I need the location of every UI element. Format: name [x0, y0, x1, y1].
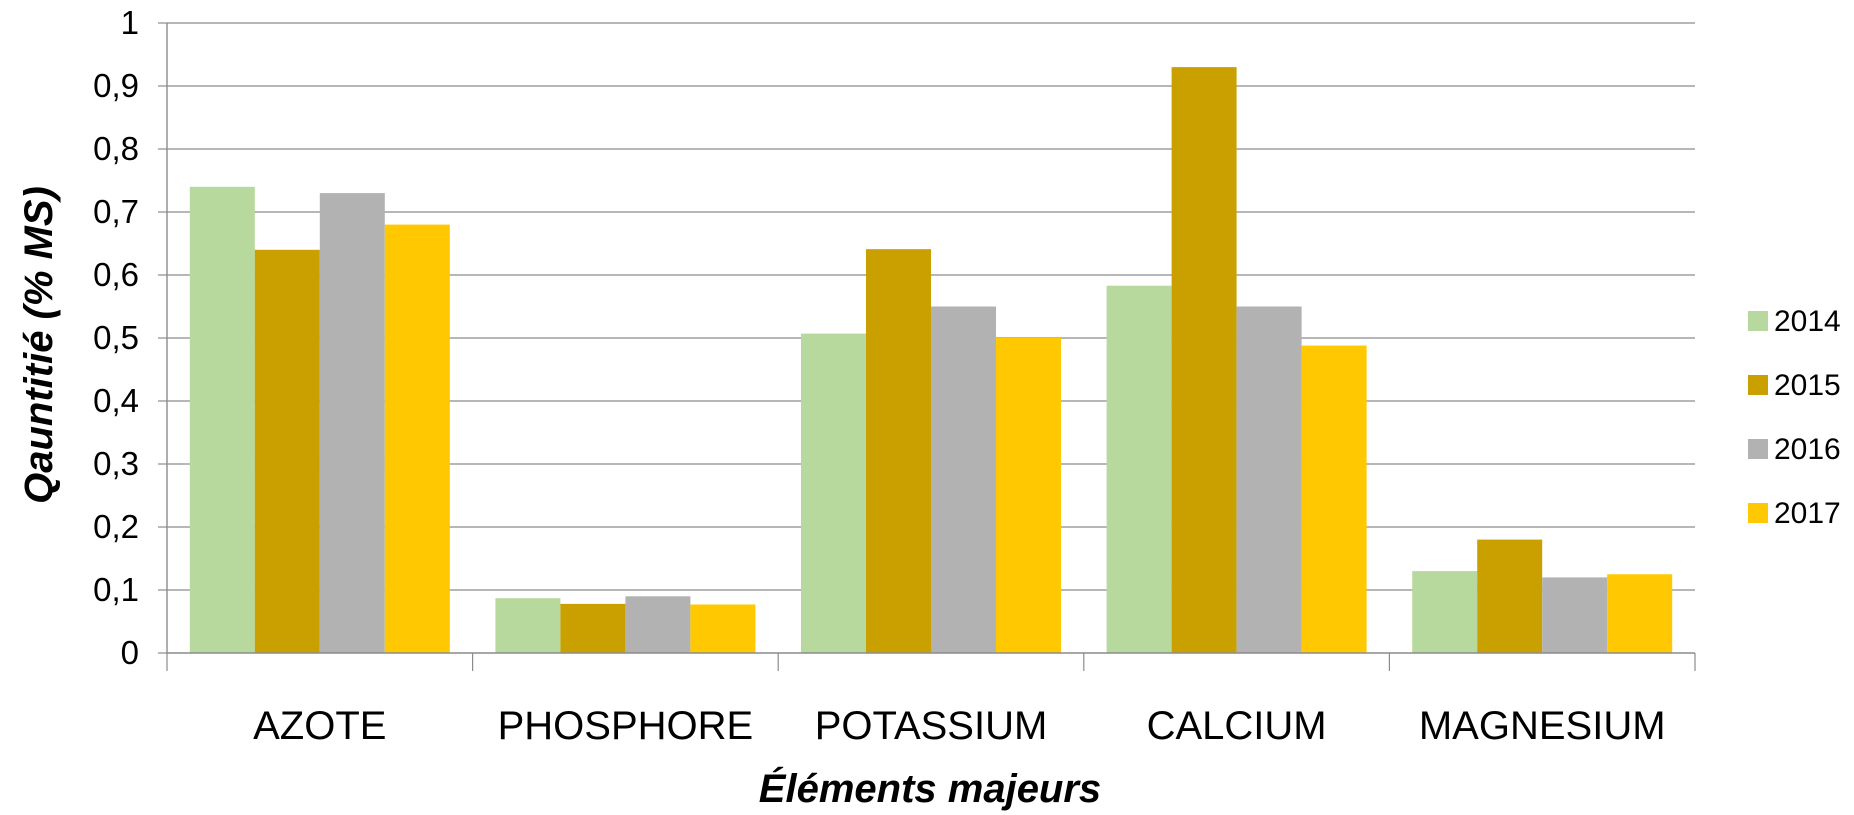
bar-2017-azote	[385, 225, 450, 653]
bar-2014-calcium	[1107, 286, 1172, 653]
bar-2017-potassium	[996, 338, 1061, 653]
y-tick-label: 0,3	[93, 445, 139, 482]
bar-2016-magnesium	[1542, 577, 1607, 653]
legend: 2014 2015 2016 2017	[1748, 305, 1841, 530]
x-category-label: AZOTE	[253, 704, 386, 748]
x-category-label: MAGNESIUM	[1419, 704, 1666, 748]
legend-swatch-2015	[1748, 375, 1768, 395]
y-tick-label: 0	[121, 634, 139, 671]
y-tick-label: 1	[121, 4, 139, 41]
bar-2015-calcium	[1172, 67, 1237, 653]
bars	[190, 67, 1672, 653]
bar-2014-phosphore	[495, 598, 560, 653]
y-tick-label: 0,1	[93, 571, 139, 608]
legend-label-2015: 2015	[1774, 369, 1841, 402]
bar-2014-magnesium	[1412, 571, 1477, 653]
y-tick-label: 0,6	[93, 256, 139, 293]
legend-label-2017: 2017	[1774, 497, 1841, 530]
legend-label-2014: 2014	[1774, 305, 1841, 338]
x-category-labels: AZOTE PHOSPHORE POTASSIUM CALCIUM MAGNESIUM	[253, 704, 1665, 748]
bar-2014-potassium	[801, 334, 866, 653]
y-tick-label: 0,5	[93, 319, 139, 356]
bar-2015-magnesium	[1477, 540, 1542, 653]
legend-swatch-2014	[1748, 311, 1768, 331]
bar-2015-phosphore	[560, 604, 625, 653]
bar-2016-calcium	[1237, 307, 1302, 654]
bar-2017-calcium	[1302, 346, 1367, 653]
bar-2017-phosphore	[690, 604, 755, 653]
bar-2015-azote	[255, 250, 320, 653]
legend-label-2016: 2016	[1774, 433, 1841, 466]
y-tick-label: 0,9	[93, 67, 139, 104]
y-tick-labels: 0 0,1 0,2 0,3 0,4 0,5 0,6 0,7 0,8 0,9 1	[93, 4, 139, 671]
legend-swatch-2017	[1748, 503, 1768, 523]
bar-2016-potassium	[931, 307, 996, 654]
x-category-label: PHOSPHORE	[498, 704, 754, 748]
bar-2016-phosphore	[625, 596, 690, 653]
y-axis-title: Qauntitié (% MS)	[17, 186, 61, 504]
x-axis-title: Éléments majeurs	[759, 766, 1101, 811]
y-tick-label: 0,8	[93, 130, 139, 167]
bar-2014-azote	[190, 187, 255, 653]
bar-2015-potassium	[866, 249, 931, 653]
x-category-label: CALCIUM	[1147, 704, 1327, 748]
bar-2016-azote	[320, 193, 385, 653]
x-category-label: POTASSIUM	[815, 704, 1048, 748]
y-tick-label: 0,4	[93, 382, 139, 419]
legend-swatch-2016	[1748, 439, 1768, 459]
y-tick-label: 0,7	[93, 193, 139, 230]
y-tick-label: 0,2	[93, 508, 139, 545]
bar-2017-magnesium	[1607, 574, 1672, 653]
